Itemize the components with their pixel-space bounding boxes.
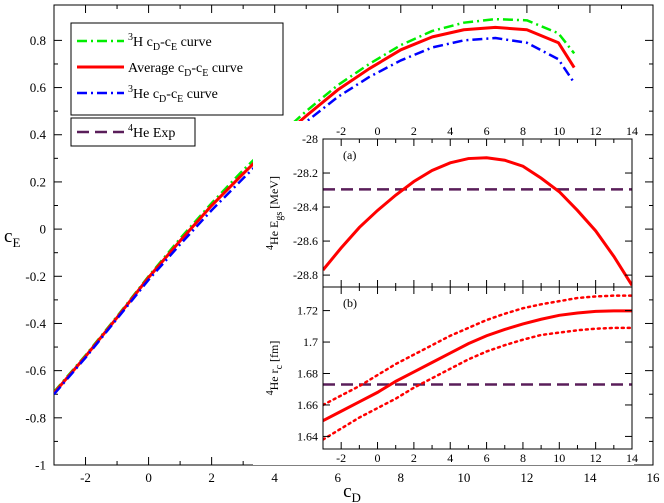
inset-background (323, 139, 632, 287)
inset-x-tick-label: 12 (590, 124, 602, 138)
x-tick-label: 8 (398, 470, 405, 485)
inset-y-tick-label: -28.4 (293, 200, 318, 214)
x-axis-title: cD (343, 481, 361, 503)
x-tick-label: -2 (80, 470, 91, 485)
inset-y-tick-label: 1.72 (297, 304, 318, 318)
y-tick-label: 0 (40, 222, 47, 237)
inset-x-tick-label: 14 (626, 124, 638, 138)
inset-x-tick-label: 8 (520, 124, 526, 138)
inset-x-tick-label: 10 (553, 451, 565, 465)
series-line-1 (54, 25, 576, 395)
inset-series-line-0 (323, 156, 632, 287)
legend: 3H cD-cE curve Average cD-cE curve 3He cD-… (70, 22, 284, 147)
series-line-2 (54, 36, 576, 396)
inset-y-axis-title: 4He Egs [MeV] (265, 176, 285, 250)
inset-x-tick-label: 4 (447, 124, 453, 138)
inset-x-tick-label: 6 (484, 124, 490, 138)
inset-y-tick-label: -28.6 (293, 234, 318, 248)
inset-series-line-1 (323, 294, 632, 407)
x-tick-label: 10 (457, 470, 470, 485)
inset-y-axis-title: 4He rc [fm] (265, 341, 285, 396)
inset-series-line-2 (323, 326, 632, 441)
x-tick-label: 4 (271, 470, 278, 485)
inset-x-tick-label: 0 (375, 451, 381, 465)
inset-x-tick-label: -2 (336, 451, 346, 465)
inset-x-tick-label: 14 (626, 451, 638, 465)
x-tick-label: 16 (647, 470, 661, 485)
x-tick-label: 14 (583, 470, 597, 485)
y-tick-label: -0.4 (25, 316, 46, 331)
y-tick-label: 0.4 (30, 127, 47, 142)
legend-frame (70, 22, 284, 116)
inset-frame (322, 286, 633, 450)
x-tick-label: 12 (520, 470, 533, 485)
y-tick-label: 0.2 (30, 174, 46, 189)
x-tick-label: 2 (208, 470, 215, 485)
y-tick-label: -0.6 (25, 363, 46, 378)
x-tick-label: 6 (334, 470, 341, 485)
inset-x-tick-label: -2 (336, 124, 346, 138)
inset-b: -2 0 2 4 6 8 10 12 14 1.64 1.66 1.68 1.7 1.72 (b) 4He r… (265, 286, 638, 465)
inset-y-tick-label: 1.68 (297, 367, 318, 381)
inset-series-line-0 (323, 309, 632, 423)
inset-y-tick-label: -28.2 (293, 166, 318, 180)
inset-y-tick-label: -28.8 (293, 268, 318, 282)
y-tick-label: -0.8 (25, 410, 46, 425)
x-tick-label: 0 (145, 470, 152, 485)
inset-y-tick-label: 1.64 (297, 429, 318, 443)
y-tick-label: -0.2 (25, 269, 46, 284)
panel-label: (b) (343, 296, 357, 310)
inset-x-tick-label: 2 (411, 124, 417, 138)
legend-label-0: 3H cD-cE curve (128, 32, 212, 53)
legend2-label: 4He Exp (128, 123, 175, 141)
legend-label-2: 3He cD-cE curve (128, 84, 218, 105)
legend-label-1: Average cD-cE curve (128, 61, 243, 79)
inset-x-tick-label: 6 (484, 451, 490, 465)
inset-x-tick-label: 12 (590, 451, 602, 465)
inset-x-tick-label: 8 (520, 451, 526, 465)
y-axis-title: cE (4, 226, 20, 250)
inset-x-tick-label: 2 (411, 451, 417, 465)
inset-y-tick-label: -28 (302, 132, 318, 146)
y-tick-label: -1 (35, 458, 46, 473)
inset-y-tick-label: 1.66 (297, 398, 318, 412)
legend2-frame (70, 117, 196, 147)
panel-label: (a) (343, 148, 356, 162)
y-tick-label: 0.8 (30, 33, 46, 48)
y-tick-label: 0.6 (30, 80, 47, 95)
inset-x-tick-label: 0 (375, 124, 381, 138)
main-plot: -2 0 2 4 6 8 10 12 14 16 -1 -0.8 -0.6 -0.4 -0.2 0 0.2 0.4… (4, 4, 661, 503)
inset-x-tick-label: 4 (447, 451, 453, 465)
inset-y-tick-label: 1.7 (303, 335, 318, 349)
inset-x-tick-label: 10 (553, 124, 565, 138)
